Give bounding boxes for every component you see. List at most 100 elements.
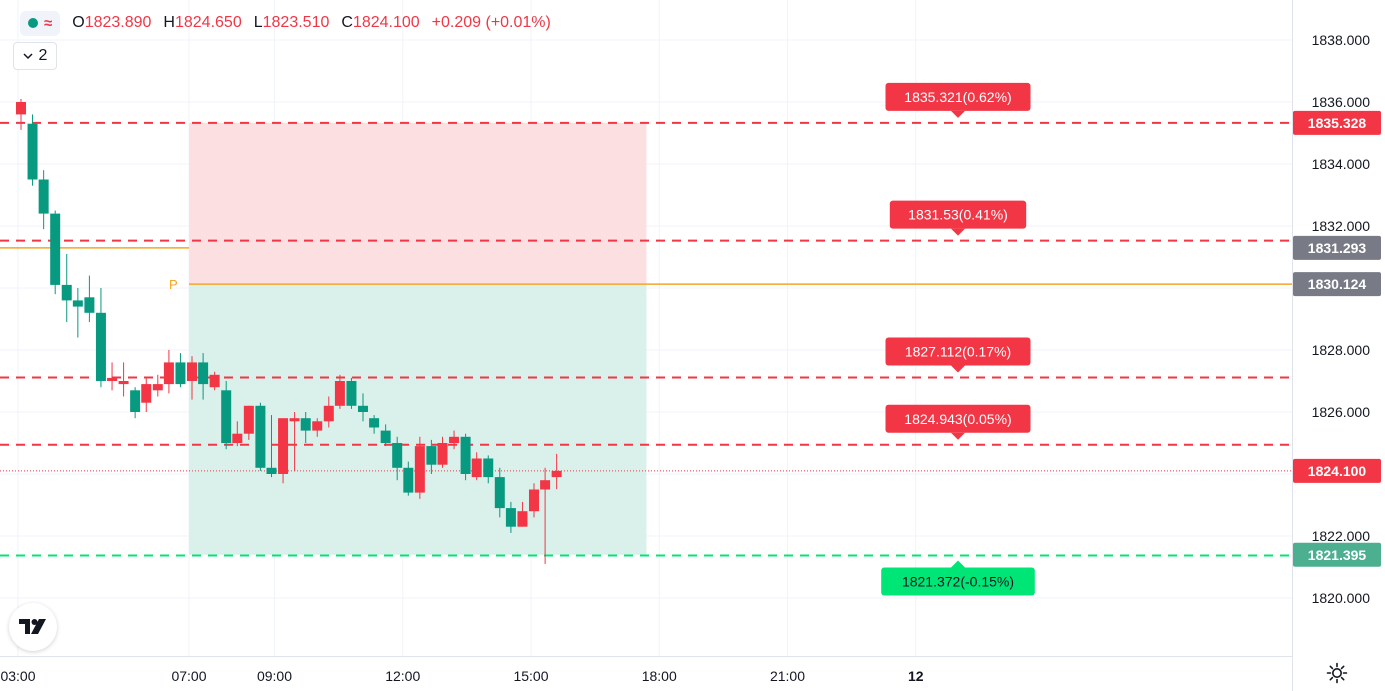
candle-body (130, 390, 141, 412)
x-tick-label: 21:00 (770, 668, 805, 684)
candle-body (186, 362, 197, 381)
level-tag (885, 82, 1031, 111)
candle-body (84, 297, 95, 313)
level-tag-label: 1827.112(0.17%) (905, 344, 1011, 360)
gear-icon[interactable] (1326, 662, 1348, 684)
pivot-label: P (169, 277, 178, 292)
level-tag (881, 567, 1035, 596)
level-tag-label: 1821.372(-0.15%) (902, 573, 1014, 589)
candle-body (163, 362, 174, 385)
level-tag-pointer (951, 432, 965, 440)
wave-icon: ≈ (44, 14, 53, 32)
level-tag-pointer (951, 560, 965, 568)
price-axis-badge (1293, 542, 1381, 567)
y-tick-label: 1822.000 (1312, 528, 1371, 544)
x-tick-label: 12:00 (385, 668, 420, 684)
price-axis-badge (1293, 235, 1381, 260)
candle-body (380, 430, 391, 443)
candle-body (221, 390, 232, 443)
price-axis-badge-label: 1821.395 (1308, 547, 1367, 563)
close-value: C1824.100 (341, 14, 420, 31)
chevron-down-icon (23, 53, 33, 60)
candle-body (505, 508, 516, 527)
level-tag (885, 337, 1031, 366)
candle-body (369, 418, 380, 428)
candle-body (528, 489, 539, 512)
candle-body (243, 405, 254, 434)
candle-body (141, 384, 152, 403)
y-tick-label: 1828.000 (1312, 342, 1371, 358)
candle-body (72, 300, 83, 307)
candle-body (437, 443, 448, 465)
candle-body (414, 446, 425, 493)
y-tick-label: 1832.000 (1312, 218, 1371, 234)
status-dot-icon (28, 18, 38, 28)
level-tag-pointer (951, 110, 965, 118)
candle-body (403, 467, 414, 493)
level-tag-label: 1824.943(0.05%) (904, 411, 1011, 427)
level-tag (885, 404, 1031, 433)
candle-body (392, 443, 403, 468)
candle-body (334, 381, 345, 406)
y-tick-label: 1838.000 (1312, 32, 1371, 48)
x-tick-label: 15:00 (513, 668, 548, 684)
candle-body (323, 405, 334, 422)
candle-body (540, 480, 551, 490)
level-tag-label: 1835.321(0.62%) (904, 89, 1011, 105)
tradingview-logo-icon[interactable] (9, 603, 57, 651)
candle-body (278, 418, 289, 474)
candle-body (50, 213, 61, 285)
stop-loss-zone (189, 122, 647, 285)
x-tick-label: 09:00 (257, 668, 292, 684)
candle-body (15, 102, 26, 115)
candle-body (266, 467, 277, 474)
candle-body (232, 433, 243, 443)
price-axis-badge (1293, 110, 1381, 135)
candle-body (346, 381, 357, 406)
open-value: O1823.890 (72, 14, 152, 31)
candle-body (551, 470, 562, 478)
candle-body (152, 384, 163, 391)
y-tick-label: 1826.000 (1312, 404, 1371, 420)
candle-body (449, 436, 460, 443)
price-axis-badge (1293, 272, 1381, 297)
candle-body (61, 284, 72, 301)
price-axis-badge-label: 1824.100 (1308, 463, 1367, 479)
price-axis-badge-label: 1831.293 (1308, 240, 1367, 256)
candle-body (107, 377, 118, 381)
candle-body (175, 362, 186, 385)
symbol-status-button[interactable]: ≈ (20, 10, 61, 36)
candle-body (95, 312, 106, 381)
candle-body (38, 179, 49, 214)
level-tag-label: 1831.53(0.41%) (908, 207, 1008, 223)
price-axis-badge-label: 1835.328 (1308, 115, 1367, 131)
high-value: H1824.650 (163, 14, 242, 31)
candle-body (118, 381, 129, 385)
x-tick-label: 03:00 (0, 668, 35, 684)
level-tag (889, 200, 1027, 229)
x-tick-label: 18:00 (642, 668, 677, 684)
candle-body (289, 418, 300, 422)
candle-body (471, 458, 482, 478)
y-tick-label: 1834.000 (1312, 156, 1371, 172)
candle-body (426, 446, 437, 465)
candle-body (198, 362, 209, 385)
level-tag-pointer (951, 365, 965, 373)
candle-body (494, 477, 505, 509)
y-tick-label: 1836.000 (1312, 94, 1371, 110)
price-axis-badge (1293, 458, 1381, 483)
candle-body (483, 458, 494, 478)
ohlc-legend: ≈ O1823.890 H1824.650 L1823.510 C1824.10… (20, 6, 551, 40)
indicators-toggle-button[interactable]: 2 (13, 42, 57, 70)
candle-body (209, 374, 220, 388)
candle-body (27, 123, 38, 180)
low-value: L1823.510 (253, 14, 330, 31)
change-value: +0.209 (+0.01%) (431, 14, 551, 31)
x-tick-label: 07:00 (171, 668, 206, 684)
indicator-count: 2 (38, 47, 48, 64)
y-tick-label: 1820.000 (1312, 590, 1371, 606)
level-tag-pointer (951, 228, 965, 236)
price-axis-badge-label: 1830.124 (1308, 276, 1367, 292)
candle-body (255, 405, 266, 468)
